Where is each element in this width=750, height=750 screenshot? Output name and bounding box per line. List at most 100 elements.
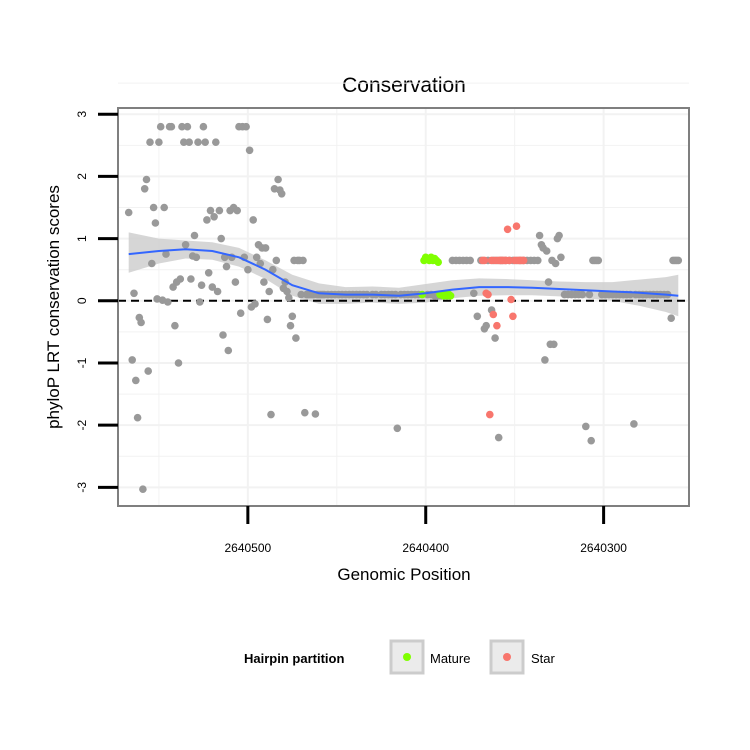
other-point <box>482 321 491 330</box>
legend: Hairpin partition Mature Star <box>244 639 556 675</box>
other-point <box>594 256 603 265</box>
other-point <box>132 376 140 385</box>
other-point <box>206 206 215 215</box>
other-point <box>215 206 224 215</box>
other-point <box>151 219 160 227</box>
y-tick-label: 2 <box>75 173 89 180</box>
other-point <box>156 122 165 131</box>
other-point <box>124 208 133 217</box>
other-point <box>160 203 168 212</box>
other-point <box>582 422 590 431</box>
other-point <box>269 265 277 274</box>
other-point <box>181 241 190 249</box>
legend-key-star <box>489 639 525 675</box>
legend-dot-mature <box>403 653 411 661</box>
mature-point <box>434 258 443 267</box>
other-point <box>183 122 192 131</box>
legend-title: Hairpin partition <box>244 651 344 666</box>
other-point <box>260 278 268 286</box>
other-point <box>541 356 549 364</box>
other-point <box>130 289 138 298</box>
other-point <box>146 138 154 146</box>
other-point <box>224 346 233 355</box>
other-point <box>236 309 245 318</box>
other-point <box>299 256 307 265</box>
other-point <box>277 190 286 198</box>
other-point <box>242 122 250 131</box>
other-point <box>196 298 204 306</box>
other-point <box>301 408 309 417</box>
y-axis-title: phyloP LRT conservation scores <box>44 185 63 429</box>
other-point <box>192 253 201 262</box>
other-point <box>393 424 402 433</box>
y-tick-label: 3 <box>75 111 89 118</box>
x-axis-title: Genomic Position <box>337 565 470 584</box>
other-point <box>587 436 595 445</box>
other-point <box>137 318 145 327</box>
other-point <box>267 410 275 419</box>
other-point <box>203 216 211 224</box>
other-point <box>274 175 282 184</box>
other-point <box>263 315 272 324</box>
legend-dot-star <box>503 653 511 661</box>
other-point <box>311 410 320 418</box>
other-point <box>249 216 257 224</box>
star-point <box>505 256 514 265</box>
other-point <box>473 312 482 321</box>
star-point <box>503 225 512 234</box>
star-point <box>484 290 492 299</box>
other-point <box>213 287 222 296</box>
other-point <box>578 290 587 299</box>
other-point <box>171 321 179 330</box>
other-point <box>199 122 208 131</box>
other-point <box>535 231 544 240</box>
other-point <box>585 290 594 299</box>
other-point <box>133 413 142 422</box>
x-tick-label: 2640500 <box>224 541 271 555</box>
other-point <box>167 122 176 131</box>
other-point <box>283 287 291 296</box>
star-point <box>486 410 494 419</box>
other-point <box>245 146 254 155</box>
other-point <box>187 275 195 283</box>
other-point <box>630 420 638 428</box>
other-point <box>265 287 274 296</box>
other-point <box>542 247 551 255</box>
other-point <box>190 231 199 240</box>
other-point <box>222 262 231 271</box>
other-point <box>466 256 475 265</box>
other-point <box>491 334 499 342</box>
other-point <box>544 278 553 286</box>
x-axis: 2640500 2640400 2640300 <box>224 506 627 555</box>
other-point <box>534 256 542 265</box>
other-point <box>140 185 149 193</box>
other-point <box>164 298 172 306</box>
y-tick-label: -1 <box>75 357 89 368</box>
other-point <box>174 359 183 367</box>
other-point <box>288 312 297 321</box>
other-point <box>204 269 213 277</box>
other-point <box>261 244 270 252</box>
other-point <box>557 253 565 262</box>
other-point <box>285 293 293 302</box>
other-point <box>148 259 156 268</box>
other-point <box>208 283 217 291</box>
other-point <box>286 321 295 330</box>
legend-entry-star: Star <box>489 639 556 675</box>
other-point <box>272 256 281 265</box>
other-point <box>219 331 227 339</box>
other-point <box>674 256 683 265</box>
other-point <box>244 265 252 274</box>
other-point <box>185 138 193 146</box>
other-point <box>470 289 478 298</box>
legend-label-star: Star <box>531 651 556 666</box>
star-point <box>519 256 528 265</box>
y-tick-label: 1 <box>75 235 89 242</box>
other-point <box>149 203 158 212</box>
other-point <box>155 138 163 146</box>
mature-point <box>446 292 455 300</box>
other-point <box>233 206 241 215</box>
other-point <box>231 278 240 286</box>
other-point <box>197 281 206 290</box>
y-tick-label: 0 <box>75 297 89 304</box>
